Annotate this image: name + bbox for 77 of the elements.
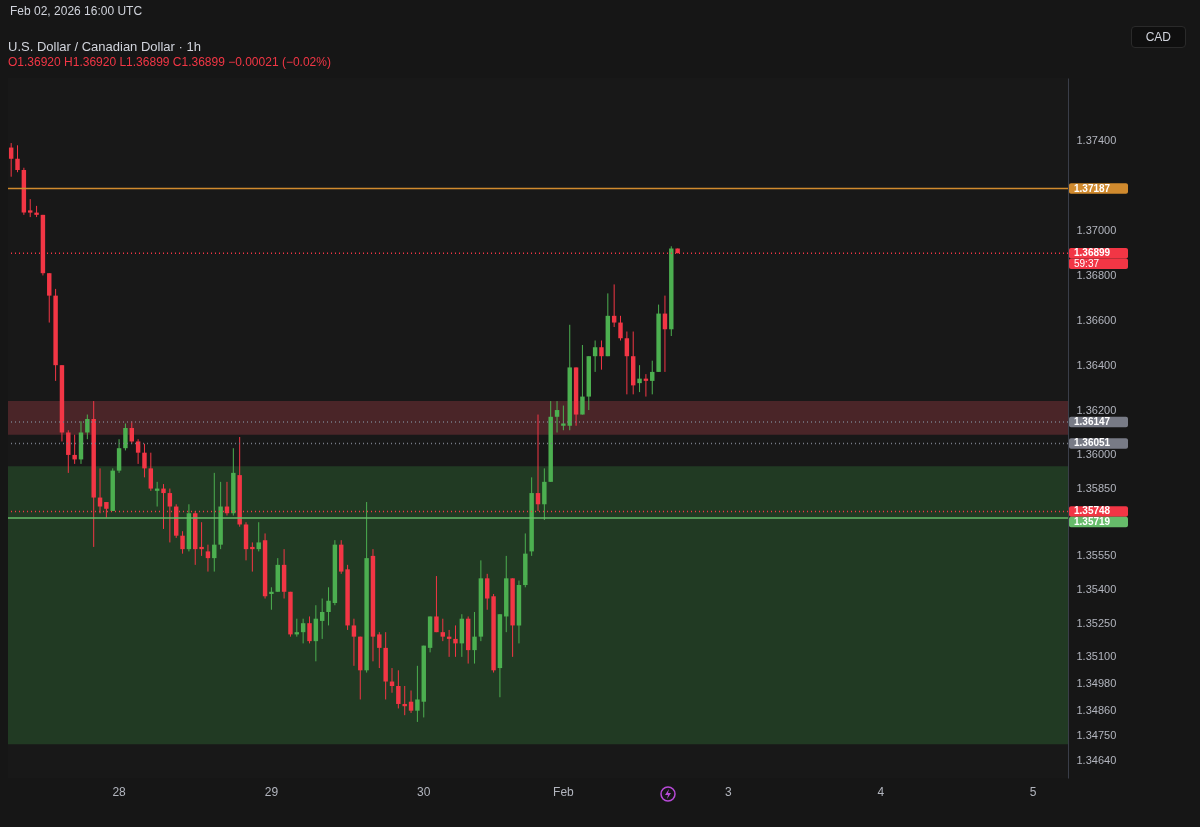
y-tick-label: 1.36200 xyxy=(1076,403,1117,416)
y-tick-label: 1.35250 xyxy=(1076,616,1117,629)
candlestick xyxy=(592,340,598,373)
candlestick xyxy=(142,443,147,478)
candlestick xyxy=(212,472,217,573)
candlestick xyxy=(561,405,566,431)
candlestick xyxy=(307,615,312,644)
y-tick-label: 1.34980 xyxy=(1076,677,1117,690)
x-tick-label: 4 xyxy=(877,784,885,799)
candlestick xyxy=(453,624,458,658)
candlestick xyxy=(319,598,325,640)
chart-subtitle: O1.36920 H1.36920 L1.36899 C1.36899 −0.00021 (−0.02%) xyxy=(8,55,331,69)
candlestick xyxy=(624,331,630,395)
candlestick xyxy=(66,429,71,474)
y-tick-label: 1.34640 xyxy=(1076,753,1117,766)
candlestick xyxy=(377,631,382,669)
candlestick xyxy=(47,272,52,324)
x-tick-label: 29 xyxy=(264,784,279,799)
x-tick-label: 3 xyxy=(725,784,733,799)
text: CAD xyxy=(1130,26,1186,48)
ref-line-label: 1.37187 xyxy=(1074,182,1111,194)
candlestick xyxy=(396,669,401,709)
y-tick-label: 1.35400 xyxy=(1076,583,1117,596)
candlestick xyxy=(199,521,204,557)
candlestick xyxy=(148,452,154,492)
chart-title: U.S. Dollar / Canadian Dollar · 1h xyxy=(8,39,201,54)
y-tick-label: 1.36800 xyxy=(1076,268,1117,281)
candlestick xyxy=(269,586,274,611)
x-tick-label: Feb xyxy=(553,784,575,799)
y-tick-label: 1.34750 xyxy=(1076,728,1117,741)
candlestick xyxy=(123,423,128,451)
candlestick xyxy=(402,685,407,716)
y-tick-label: 1.35850 xyxy=(1076,482,1117,495)
candlestick xyxy=(15,144,20,173)
y-tick-label: 1.35550 xyxy=(1076,549,1117,562)
candlestick xyxy=(650,360,655,395)
candlestick xyxy=(434,575,439,633)
y-tick-label: 1.37000 xyxy=(1076,224,1117,237)
x-tick-label: 5 xyxy=(1029,784,1037,799)
x-tick-label: 30 xyxy=(417,784,431,799)
x-tick-label: 28 xyxy=(112,784,127,799)
candlestick xyxy=(205,544,211,573)
candlestick xyxy=(250,541,255,573)
y-tick-label: 1.34860 xyxy=(1076,704,1117,717)
ref-line-label: 1.36899 xyxy=(1074,247,1111,259)
candlestick xyxy=(599,340,604,371)
candlestick xyxy=(326,586,331,626)
candlestick xyxy=(135,438,141,465)
candlestick xyxy=(256,521,261,552)
text: 59:37 xyxy=(1074,257,1100,269)
candlestick xyxy=(72,434,77,465)
ref-line-label: 1.36051 xyxy=(1074,437,1111,449)
candlestick xyxy=(408,690,414,714)
candlestick xyxy=(116,438,122,474)
candlestick xyxy=(180,530,185,555)
candlestick xyxy=(351,618,357,667)
y-tick-label: 1.36400 xyxy=(1076,358,1117,371)
candlestick xyxy=(554,400,560,433)
candlestick xyxy=(618,315,623,341)
y-tick-label: 1.36600 xyxy=(1076,313,1117,326)
text: Feb 02, 2026 16:00 UTC xyxy=(9,3,144,20)
candlestick xyxy=(472,611,477,665)
candlestick xyxy=(542,467,547,521)
candlestick xyxy=(415,665,420,723)
ref-line-label: 1.35719 xyxy=(1074,515,1111,527)
y-tick-label: 1.35100 xyxy=(1076,650,1117,663)
candlestick xyxy=(300,618,306,644)
candlestick xyxy=(485,573,490,611)
y-tick-label: 1.36000 xyxy=(1076,448,1117,461)
candlestick xyxy=(580,344,585,416)
ref-line-label: 1.35748 xyxy=(1074,505,1111,517)
ref-line-label: 1.36147 xyxy=(1074,415,1111,427)
candlestick xyxy=(611,283,617,328)
candlestick xyxy=(637,364,642,393)
candlestick xyxy=(85,414,90,440)
candlestick xyxy=(440,618,446,642)
y-tick-label: 1.37400 xyxy=(1076,134,1117,147)
